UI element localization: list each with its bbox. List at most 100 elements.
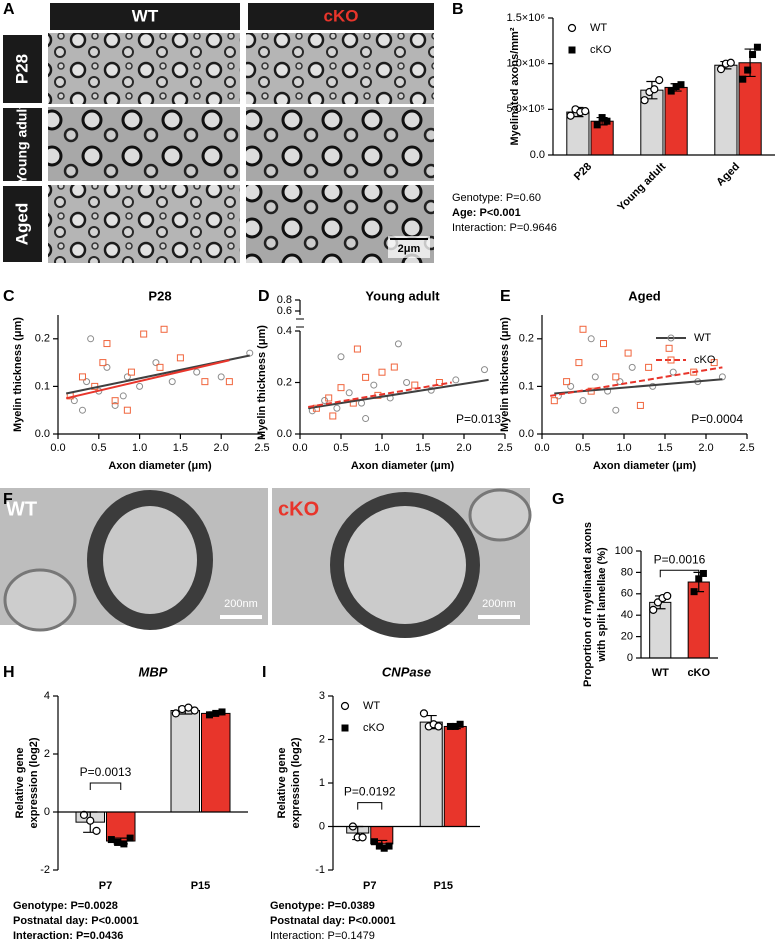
point xyxy=(665,344,673,352)
legend-label: WT xyxy=(363,700,380,712)
row-header xyxy=(3,186,42,262)
point xyxy=(156,363,164,371)
point xyxy=(677,81,685,89)
point xyxy=(690,588,698,596)
point xyxy=(452,376,460,384)
y-tick-label: 0.0 xyxy=(530,149,545,161)
stat-note: Genotype: P=0.0389 xyxy=(270,900,375,912)
column-header xyxy=(50,3,240,30)
y-axis-label: expression (log2) xyxy=(28,737,40,828)
point xyxy=(99,359,107,367)
panel-label: D xyxy=(258,288,270,305)
y-axis-label: Relative gene xyxy=(14,748,26,819)
point xyxy=(345,389,353,397)
point xyxy=(140,330,148,338)
axis-break xyxy=(296,318,304,328)
bar xyxy=(664,86,688,156)
point xyxy=(370,381,378,389)
point xyxy=(612,406,620,414)
annotation: P=0.013 xyxy=(456,412,501,426)
point xyxy=(636,401,644,409)
em-label: cKO xyxy=(278,498,319,520)
point xyxy=(136,382,144,390)
row-header xyxy=(3,35,42,103)
point xyxy=(78,406,86,414)
point xyxy=(650,85,659,94)
point xyxy=(435,379,443,386)
y-tick-label: 2 xyxy=(319,733,325,745)
y-tick-label: 0.2 xyxy=(35,333,50,345)
x-tick-label: Aged xyxy=(714,161,742,189)
y-tick-label: 0.2 xyxy=(277,376,292,388)
y-axis-label: Myelin thickness (μm) xyxy=(256,325,268,440)
x-tick-label: 1.5 xyxy=(173,442,188,454)
y-axis-label: with split lamellae (%) xyxy=(596,547,608,663)
y-axis-label: expression (log2) xyxy=(290,737,302,828)
point xyxy=(567,382,575,390)
point xyxy=(152,359,160,367)
stat-note: Genotype: P=0.0028 xyxy=(13,900,118,912)
point xyxy=(168,378,176,386)
point xyxy=(114,838,122,846)
point xyxy=(103,363,111,371)
myelin xyxy=(330,492,480,638)
chart-title: Young adult xyxy=(365,288,440,303)
point xyxy=(380,844,388,852)
bar xyxy=(201,712,231,813)
stat-note: Interaction: P=0.9646 xyxy=(452,222,557,234)
point xyxy=(171,709,180,718)
panel-label: A xyxy=(3,1,15,18)
chart-title: P28 xyxy=(148,288,171,303)
y-axis-label: Proportion of myelinated axons xyxy=(582,522,594,687)
point xyxy=(83,378,91,386)
point xyxy=(123,406,131,414)
x-tick-label: P28 xyxy=(572,161,594,183)
y-tick-label: 1.0×10⁶ xyxy=(507,58,545,70)
row-label: Young adult xyxy=(14,104,30,184)
y-tick-label: 0.1 xyxy=(519,380,534,392)
point xyxy=(193,368,201,376)
panel-label: E xyxy=(500,288,511,305)
point xyxy=(78,373,86,381)
bracket xyxy=(357,802,383,810)
point xyxy=(419,709,429,718)
point xyxy=(353,345,361,353)
point xyxy=(176,354,184,362)
y-tick-label: -2 xyxy=(40,864,50,876)
x-tick-label: 0.0 xyxy=(534,442,549,454)
bar xyxy=(419,721,443,827)
x-tick-label: 1.5 xyxy=(657,442,672,454)
bar xyxy=(714,64,738,156)
point xyxy=(190,706,199,715)
annotation: P=0.0004 xyxy=(691,412,743,426)
micrograph xyxy=(246,107,434,181)
point xyxy=(218,708,226,716)
fit-line xyxy=(308,378,489,410)
y-tick-label: 20 xyxy=(621,631,633,643)
point xyxy=(456,720,464,728)
point xyxy=(663,591,672,601)
point xyxy=(212,709,220,717)
chart-title: MBP xyxy=(139,664,168,679)
x-tick-label: 1.5 xyxy=(415,442,430,454)
x-tick-label: 2.5 xyxy=(739,442,754,454)
y-tick-label: 4 xyxy=(44,690,50,702)
point xyxy=(749,51,757,59)
point xyxy=(640,96,649,105)
column-header xyxy=(248,3,434,30)
point xyxy=(624,349,632,357)
x-tick-label: 0.5 xyxy=(91,442,106,454)
point xyxy=(667,87,675,95)
x-tick-label: 2.0 xyxy=(698,442,713,454)
legend-label: WT xyxy=(590,22,607,34)
point xyxy=(645,363,653,371)
point xyxy=(695,575,703,583)
point xyxy=(667,334,675,342)
point xyxy=(362,415,370,423)
point xyxy=(669,368,677,376)
panel-label: B xyxy=(452,1,464,18)
point xyxy=(341,724,349,732)
y-tick-label: 0.4 xyxy=(277,325,292,337)
y-tick-label: 0.0 xyxy=(277,428,292,440)
y-axis-label: Myelinated axons/mm² xyxy=(509,27,521,145)
